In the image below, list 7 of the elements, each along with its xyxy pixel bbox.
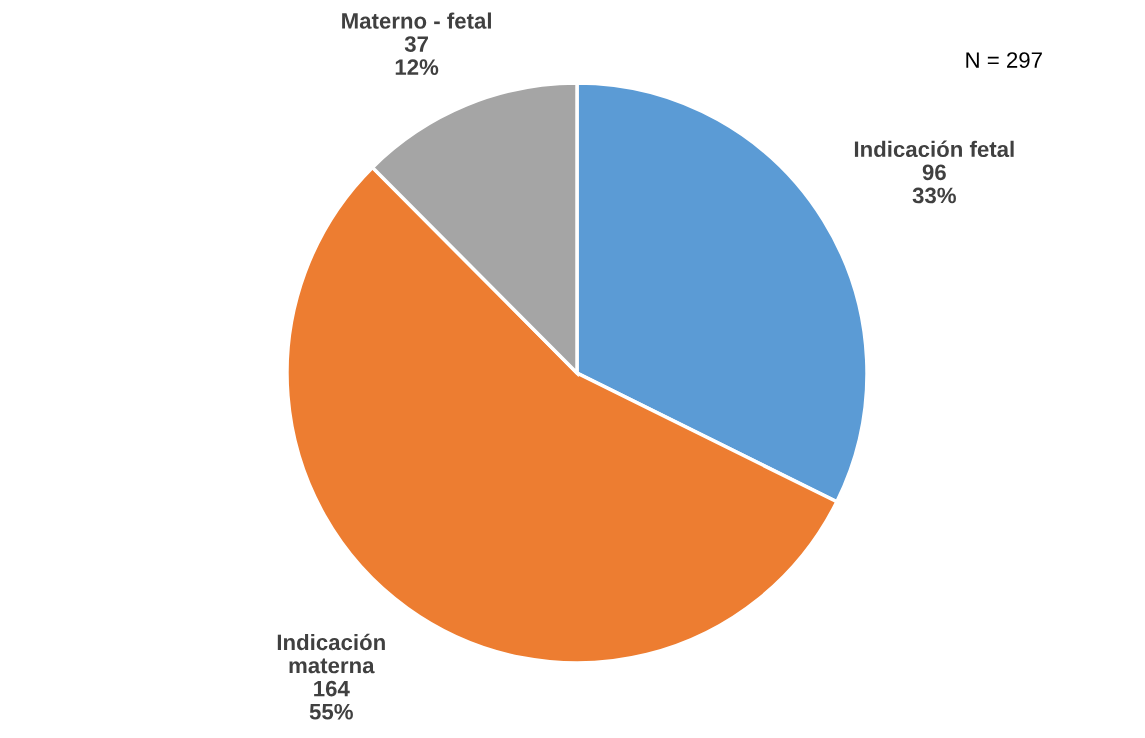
- data-label: 96 33%: [912, 164, 956, 204]
- text: N = 297: [966, 52, 1042, 68]
- data-label: 164 55%: [309, 680, 353, 720]
- slice-label: Materno - fetal: [342, 12, 491, 29]
- slice-label: Indicación fetal: [854, 140, 1014, 158]
- data-label: 37 12%: [395, 36, 439, 75]
- slice-label: Indicación materna: [277, 633, 385, 674]
